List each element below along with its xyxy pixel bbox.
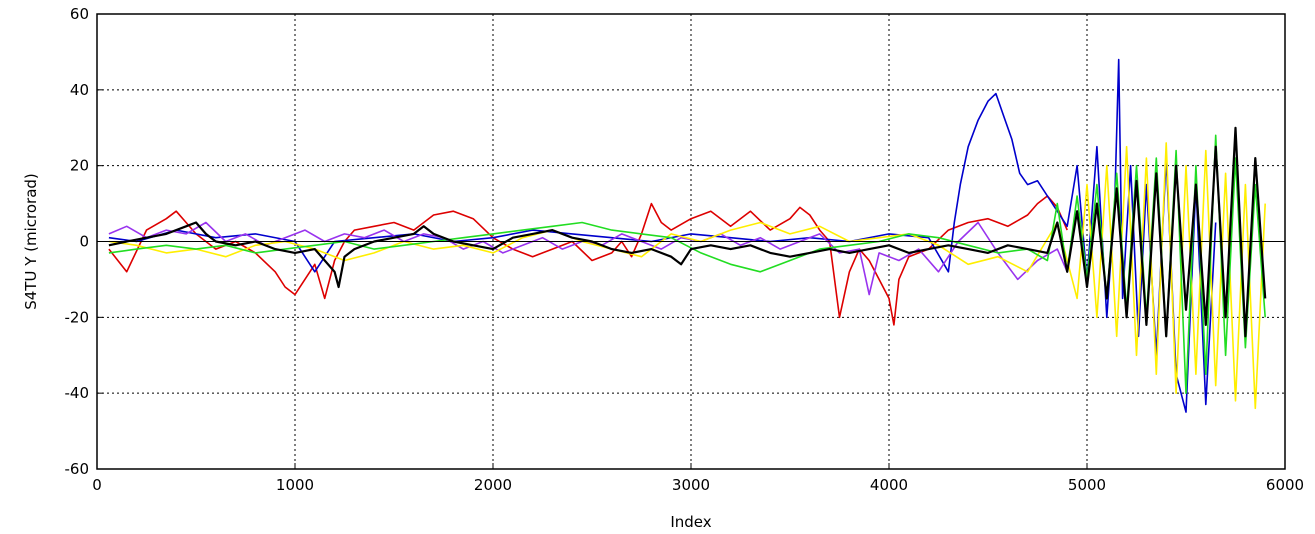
series-line [108,142,1266,410]
y-axis-ticks: -60 -40 -20 0 20 40 60 [65,5,103,478]
y-tick-label: 40 [70,81,89,99]
y-tick-label: -60 [65,460,90,478]
y-tick-label: -20 [65,308,90,326]
x-tick-label: 5000 [1068,476,1106,494]
grid [97,14,1285,469]
series-line [108,134,1266,395]
x-tick-label: 1000 [276,476,314,494]
series-lines [108,58,1267,413]
series-line [108,195,1068,326]
x-tick-label: 0 [92,476,102,494]
x-tick-label: 2000 [474,476,512,494]
x-axis-ticks: 0 1000 2000 3000 4000 5000 6000 [92,463,1304,494]
y-tick-label: 20 [70,157,89,175]
y-tick-label: -40 [65,384,90,402]
y-axis-label: S4TU Y (microrad) [22,173,40,310]
x-tick-label: 6000 [1266,476,1304,494]
y-tick-label: 60 [70,5,89,23]
y-tick-label: 0 [79,233,89,251]
x-tick-label: 4000 [870,476,908,494]
series-line [108,126,1267,338]
x-axis-label: Index [670,513,711,531]
x-tick-label: 3000 [672,476,710,494]
